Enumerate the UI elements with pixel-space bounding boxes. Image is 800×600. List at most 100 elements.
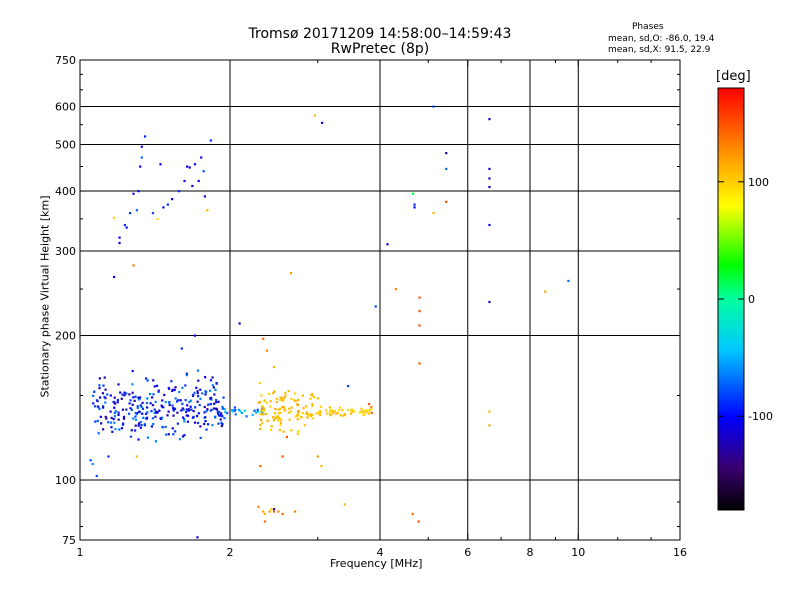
data-point: [220, 421, 223, 424]
data-point: [488, 223, 491, 227]
data-point: [370, 411, 373, 415]
data-point: [272, 510, 276, 513]
data-point: [125, 392, 128, 395]
data-point: [101, 392, 105, 395]
data-point: [145, 402, 149, 405]
data-point: [277, 510, 280, 513]
data-point: [366, 409, 369, 412]
data-point: [195, 414, 199, 418]
data-point: [155, 410, 158, 413]
data-point: [220, 414, 223, 417]
data-point: [148, 392, 152, 396]
data-point: [196, 369, 200, 372]
data-point: [161, 399, 164, 402]
data-point: [284, 391, 287, 394]
data-point: [341, 409, 344, 412]
data-point: [262, 337, 265, 340]
data-point: [188, 408, 191, 411]
data-point: [129, 399, 132, 402]
data-point: [182, 408, 185, 411]
data-point: [367, 403, 371, 406]
data-point: [283, 396, 286, 399]
data-point: [122, 422, 125, 425]
data-point: [132, 192, 135, 195]
x-axis-label: Frequency [MHz]: [330, 557, 423, 570]
data-point: [113, 396, 116, 399]
data-point: [222, 396, 225, 399]
data-point: [278, 416, 281, 420]
axis-ticks: 1 2 4 6 8 10 16 75 100 200 300 400 500 600 750: [55, 54, 687, 559]
data-point: [193, 334, 197, 337]
data-point: [283, 409, 287, 412]
data-point: [188, 400, 191, 404]
data-point: [320, 464, 323, 468]
x-tick-label: 1: [77, 546, 84, 559]
data-point: [204, 419, 207, 423]
data-point: [567, 279, 570, 283]
data-point: [89, 459, 92, 462]
data-point: [197, 379, 200, 382]
data-point: [203, 422, 206, 426]
data-point: [130, 408, 134, 411]
data-point: [121, 393, 124, 396]
data-point: [100, 422, 103, 425]
data-point: [143, 423, 146, 426]
data-point: [122, 417, 126, 420]
data-point: [342, 414, 345, 417]
data-point: [178, 390, 181, 394]
data-point: [263, 399, 266, 403]
data-point: [167, 410, 170, 413]
data-point: [134, 411, 137, 415]
data-point: [270, 425, 273, 428]
data-point: [151, 404, 155, 407]
data-point: [296, 404, 300, 407]
data-point: [168, 402, 171, 405]
data-point: [139, 426, 142, 429]
data-point: [101, 405, 105, 408]
data-point: [277, 412, 280, 415]
data-point: [311, 417, 315, 420]
data-point: [131, 391, 134, 394]
data-point: [92, 394, 95, 397]
data-point: [196, 390, 199, 393]
data-point: [146, 406, 149, 409]
data-point: [102, 428, 105, 431]
data-point: [313, 114, 317, 117]
y-tick-label: 400: [55, 185, 76, 198]
data-point: [220, 424, 223, 428]
data-point: [104, 388, 107, 391]
data-point: [251, 413, 254, 416]
data-point: [202, 170, 205, 173]
data-point: [432, 212, 435, 215]
data-point: [206, 408, 209, 411]
data-point: [116, 398, 120, 402]
data-point: [185, 414, 188, 417]
data-point: [253, 409, 256, 412]
data-point: [121, 423, 125, 426]
data-point: [220, 412, 223, 415]
data-point: [321, 121, 324, 124]
data-point: [113, 415, 117, 418]
data-point: [305, 411, 308, 414]
data-point: [179, 399, 182, 402]
data-point: [199, 397, 202, 400]
data-point: [150, 410, 153, 413]
data-point: [166, 203, 169, 206]
data-point: [137, 396, 140, 399]
data-point: [210, 408, 213, 411]
data-point: [310, 393, 313, 396]
data-point: [105, 417, 108, 420]
data-point: [98, 387, 101, 390]
data-point: [211, 384, 214, 387]
data-point: [138, 398, 141, 401]
data-point: [167, 387, 171, 390]
data-point: [203, 405, 206, 409]
data-point: [131, 369, 134, 373]
data-point: [109, 410, 112, 413]
data-point: [123, 394, 126, 397]
data-point: [265, 349, 268, 352]
data-point: [277, 419, 280, 422]
y-tick-label: 75: [62, 534, 76, 547]
x-tick-label: 4: [377, 546, 384, 559]
